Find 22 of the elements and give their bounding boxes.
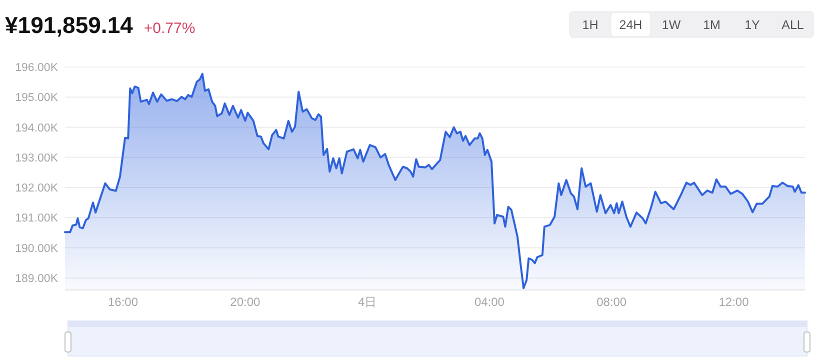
y-tick-label: 190.00K: [15, 242, 58, 255]
y-tick-label: 193.00K: [15, 152, 58, 164]
x-tick-label: 12:00: [718, 295, 750, 309]
y-tick-label: 191.00K: [15, 212, 58, 225]
y-tick-label: 192.00K: [15, 182, 58, 195]
text: 1Y: [744, 18, 761, 32]
y-tick-label: 194.00K: [15, 122, 58, 134]
text: 1M: [703, 18, 720, 32]
y-tick-label: 189.00K: [15, 272, 58, 285]
text: 24H: [619, 18, 642, 32]
text: ALL: [782, 18, 804, 32]
chart-subtitle: +0.77%: [144, 20, 196, 37]
x-tick-label: 20:00: [230, 295, 261, 309]
y-tick-label: 195.00K: [15, 92, 58, 104]
x-tick-label: 04:00: [474, 295, 505, 309]
text: 1W: [662, 18, 681, 32]
text: 1H: [582, 18, 598, 32]
y-tick-label: 196.00K: [15, 62, 58, 74]
x-tick-label: 4日: [358, 295, 377, 309]
x-tick-label: 16:00: [108, 295, 138, 309]
chart-title: ¥191,859.14: [5, 12, 134, 38]
x-tick-label: 08:00: [596, 295, 627, 309]
